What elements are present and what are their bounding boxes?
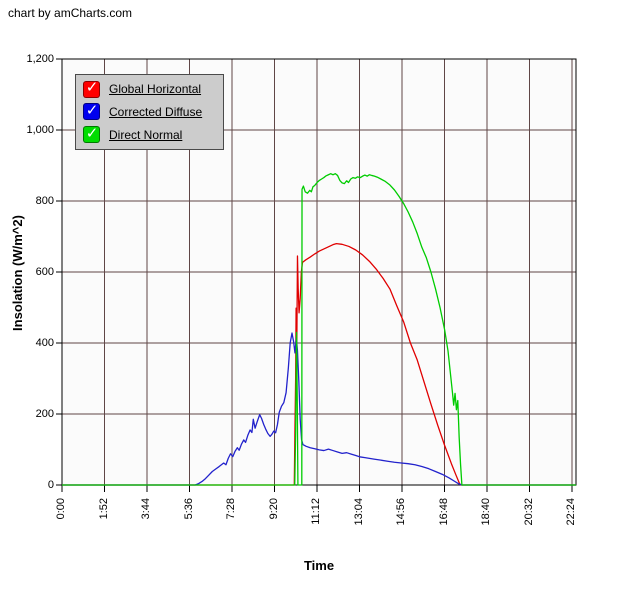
x-axis-label: 22:24 <box>565 498 578 526</box>
legend-label[interactable]: Corrected Diffuse <box>109 104 203 119</box>
x-axis-label: 18:40 <box>480 498 493 526</box>
x-axis-title: Time <box>303 558 335 573</box>
checkmark-icon: ✓ <box>85 124 99 142</box>
checkmark-icon: ✓ <box>85 79 99 97</box>
checkbox-checked-icon[interactable]: ✓ <box>83 124 100 144</box>
x-axis-label: 20:32 <box>522 498 535 526</box>
legend-item-direct-normal[interactable]: ✓ Direct Normal <box>83 124 216 146</box>
legend-label[interactable]: Global Horizontal <box>109 82 202 97</box>
y-axis-label: 400 <box>35 337 54 349</box>
x-axis-label: 5:36 <box>182 498 195 520</box>
checkbox-checked-icon[interactable]: ✓ <box>83 79 100 98</box>
amcharts-credit-link[interactable]: chart by amCharts.com <box>8 6 133 20</box>
x-axis-label: 0:00 <box>55 498 67 520</box>
y-axis-label: 0 <box>47 479 54 491</box>
x-axis-label: 9:20 <box>267 498 280 520</box>
x-axis-label: 16:48 <box>437 498 450 526</box>
legend-label[interactable]: Direct Normal <box>109 127 183 142</box>
legend: ✓ Global Horizontal ✓ Corrected Diffuse … <box>75 74 224 150</box>
checkbox-checked-icon[interactable]: ✓ <box>83 101 100 121</box>
y-axis-label: 600 <box>35 266 54 278</box>
y-axis-label: 200 <box>35 408 54 420</box>
legend-item-global-horizontal[interactable]: ✓ Global Horizontal <box>83 78 216 100</box>
x-axis-label: 1:52 <box>97 498 110 520</box>
x-axis-label: 14:56 <box>395 498 408 526</box>
x-axis-label: 11:12 <box>310 498 323 525</box>
y-axis-label: 1,000 <box>26 124 54 136</box>
checkmark-icon: ✓ <box>85 101 99 119</box>
x-axis-label: 3:44 <box>140 498 153 520</box>
x-axis-label: 7:28 <box>225 498 238 520</box>
legend-item-corrected-diffuse[interactable]: ✓ Corrected Diffuse <box>83 101 216 123</box>
x-axis-label: 13:04 <box>352 498 365 526</box>
y-axis-label: 800 <box>35 195 54 207</box>
y-axis-label: 1,200 <box>26 53 54 65</box>
